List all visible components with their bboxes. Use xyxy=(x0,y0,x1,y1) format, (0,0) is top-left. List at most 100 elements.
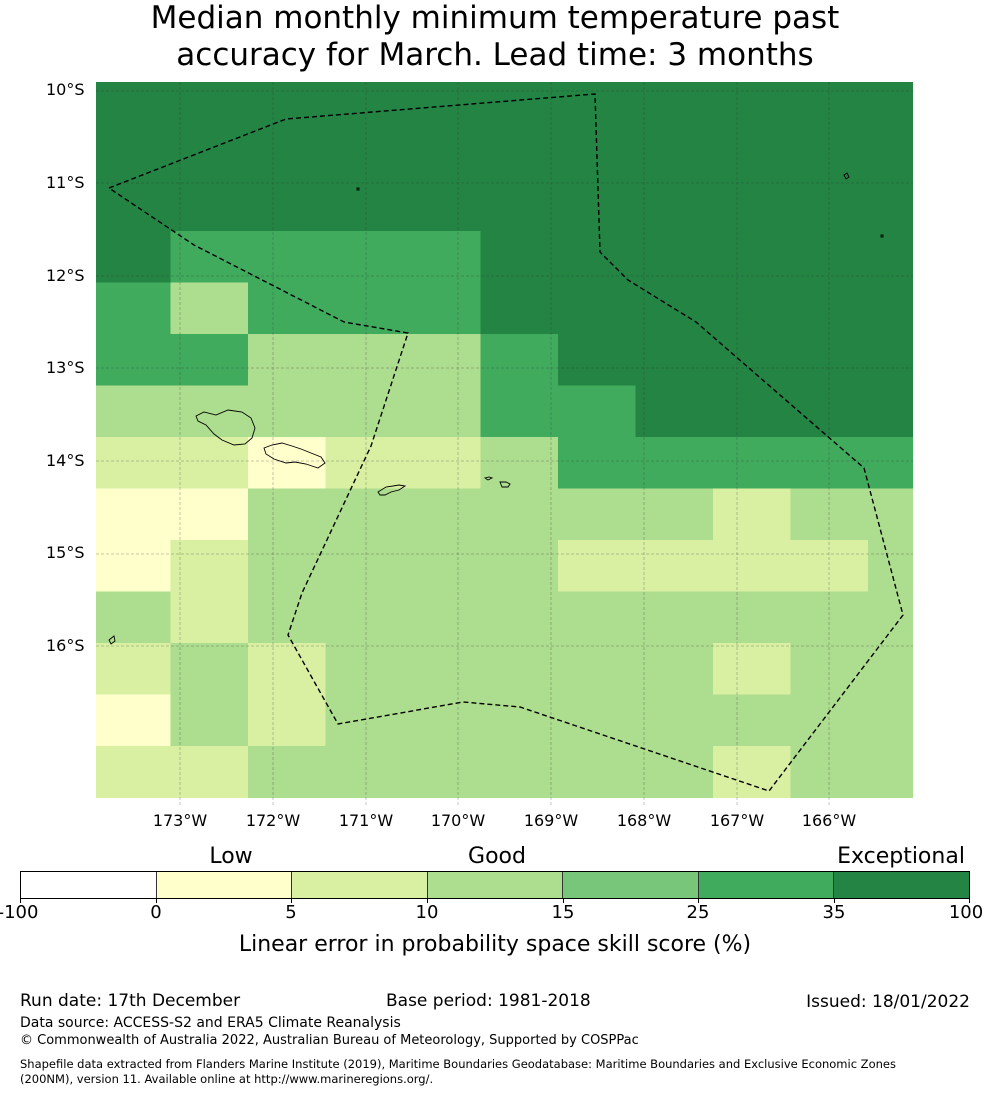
colorbar-segment xyxy=(427,872,564,898)
skill-cell xyxy=(713,746,791,798)
skill-cell xyxy=(635,694,714,747)
skill-cell xyxy=(96,385,171,438)
skill-cell xyxy=(635,540,714,592)
skill-cell xyxy=(790,488,869,541)
run-date: Run date: 17th December xyxy=(20,991,241,1011)
skill-cell xyxy=(713,179,791,232)
skill-cell xyxy=(248,282,326,335)
copyright-notice: © Commonwealth of Australia 2022, Austra… xyxy=(20,1033,639,1048)
colorbar-axis-label: Linear error in probability space skill … xyxy=(238,932,752,957)
skill-cell xyxy=(635,643,714,695)
skill-cell xyxy=(790,231,869,283)
skill-cell xyxy=(248,746,326,798)
data-source: Data source: ACCESS-S2 and ERA5 Climate … xyxy=(20,1015,401,1031)
colorbar-tick: 25 xyxy=(686,902,710,923)
skill-cell xyxy=(713,437,791,489)
colorbar-tick: -100 xyxy=(0,902,39,923)
skill-cell xyxy=(480,488,559,541)
skill-cell xyxy=(403,231,481,283)
tau-island xyxy=(499,481,511,488)
skill-cell xyxy=(325,82,404,129)
map-title-line1: Median monthly minimum temperature past xyxy=(150,0,840,36)
skill-cell xyxy=(868,128,913,180)
colorbar-tick: 15 xyxy=(551,902,575,923)
colorbar-segment xyxy=(563,872,699,898)
colorbar-tick: 35 xyxy=(822,902,846,923)
upolu-island xyxy=(263,442,326,469)
skill-cell xyxy=(713,540,791,592)
skill-cell xyxy=(635,488,714,541)
skill-cell xyxy=(558,334,636,386)
skill-cell xyxy=(403,488,481,541)
colorbar-segment xyxy=(156,872,293,898)
skill-cell xyxy=(325,540,404,592)
atoll-small-sw xyxy=(108,635,116,645)
atoll-small-ne xyxy=(843,172,850,180)
skill-cell xyxy=(480,694,559,747)
skill-cell xyxy=(868,179,913,232)
skill-grid-cells xyxy=(96,82,913,798)
skill-cell xyxy=(558,694,636,747)
skill-cell xyxy=(170,540,249,592)
skill-cell xyxy=(480,385,559,438)
colorbar-tick: 100 xyxy=(948,902,984,923)
skill-cell xyxy=(403,282,481,335)
skill-cell xyxy=(790,643,869,695)
map-title-line2: accuracy for March. Lead time: 3 months xyxy=(176,37,814,73)
skill-cell xyxy=(480,334,559,386)
skill-cell xyxy=(635,231,714,283)
skill-cell xyxy=(96,643,171,695)
shapefile-credit-line2: (200NM), version 11. Available online at… xyxy=(20,1072,434,1086)
skill-cell xyxy=(713,591,791,644)
skill-cell xyxy=(713,334,791,386)
skill-cell xyxy=(868,591,913,644)
colorbar xyxy=(20,871,970,899)
skill-cell xyxy=(170,437,249,489)
skill-cell xyxy=(170,591,249,644)
skill-cell xyxy=(325,746,404,798)
lat-label-16s: 16°S xyxy=(46,636,85,655)
skill-cell xyxy=(790,746,869,798)
skill-cell xyxy=(325,179,404,232)
skill-cell xyxy=(558,385,636,438)
skill-cell xyxy=(96,334,171,386)
skill-cell xyxy=(325,643,404,695)
skill-cell xyxy=(248,488,326,541)
skill-cell xyxy=(558,437,636,489)
skill-cell xyxy=(713,282,791,335)
atoll-small-east xyxy=(880,234,884,238)
skill-cell xyxy=(96,488,171,541)
skill-cell xyxy=(558,82,636,129)
skill-cell xyxy=(868,282,913,335)
skill-cell xyxy=(713,385,791,438)
skill-cell xyxy=(790,694,869,747)
ofu-olosega-island xyxy=(483,476,494,481)
skill-cell xyxy=(790,334,869,386)
skill-cell xyxy=(403,385,481,438)
lon-label-166w: 166°W xyxy=(801,811,857,830)
skill-cell xyxy=(790,591,869,644)
lon-label-170w: 170°W xyxy=(430,811,486,830)
skill-cell xyxy=(325,591,404,644)
savaii-island xyxy=(195,409,256,446)
skill-cell xyxy=(325,282,404,335)
skill-cell xyxy=(248,82,326,129)
graticule xyxy=(96,82,913,805)
skill-cell xyxy=(790,128,869,180)
skill-cell xyxy=(713,231,791,283)
skill-cell xyxy=(248,643,326,695)
skill-cell xyxy=(558,540,636,592)
skill-cell xyxy=(868,694,913,747)
lon-label-167w: 167°W xyxy=(709,811,765,830)
skill-cell xyxy=(635,591,714,644)
skill-cell xyxy=(635,437,714,489)
colorbar-tick: 10 xyxy=(415,902,439,923)
skill-cell xyxy=(96,128,171,180)
skill-cell xyxy=(96,694,171,747)
skill-cell xyxy=(713,643,791,695)
skill-cell xyxy=(713,128,791,180)
skill-cell xyxy=(248,694,326,747)
skill-cell xyxy=(480,82,559,129)
skill-cell xyxy=(635,746,714,798)
colorbar-segment xyxy=(292,872,428,898)
